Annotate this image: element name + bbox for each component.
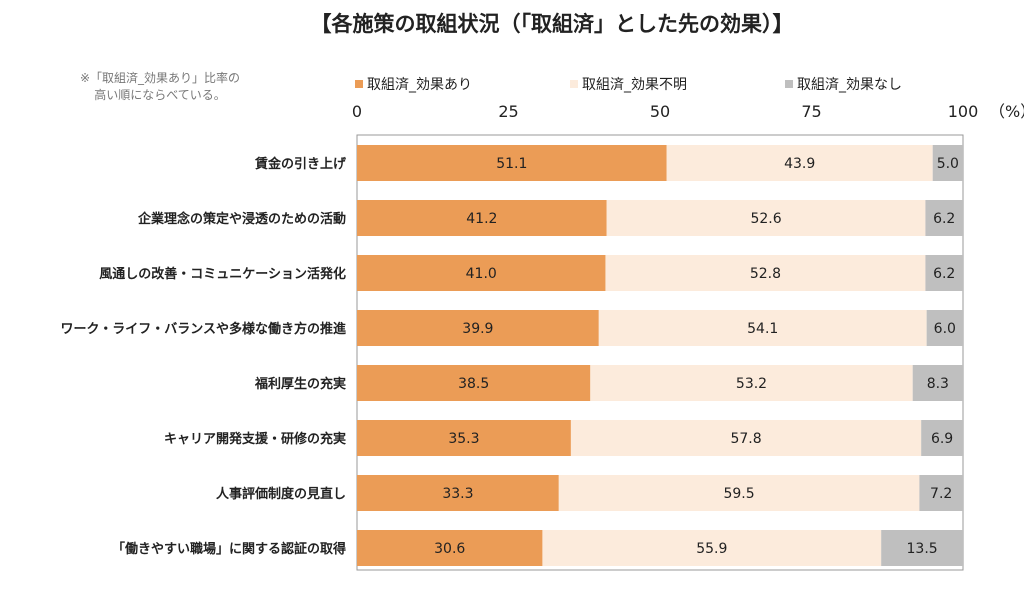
bar-segment: [606, 200, 926, 236]
bar-segment: [357, 365, 591, 401]
x-tick-label: 100: [948, 102, 979, 121]
legend-swatch: [785, 80, 793, 88]
category-label: 企業理念の策定や浸透のための活動: [137, 211, 346, 227]
data-label: 6.2: [933, 266, 955, 282]
data-label: 51.1: [496, 156, 527, 172]
chart-note: ※「取組済_効果あり」比率の 高い順にならべている。: [40, 70, 280, 104]
bar-segment: [357, 145, 667, 181]
data-label: 8.3: [927, 376, 949, 392]
data-label: 6.9: [931, 431, 953, 447]
bar-segment: [912, 365, 963, 401]
category-label: 「働きやすい職場」に関する認証の取得: [112, 541, 346, 557]
bar-segment: [542, 530, 882, 566]
legend-item: 取組済_効果不明: [570, 74, 785, 94]
data-label: 13.5: [907, 541, 938, 557]
bar-segment: [357, 475, 559, 511]
data-label: 52.6: [750, 211, 781, 227]
bar-segment: [357, 200, 607, 236]
data-label: 41.0: [466, 266, 497, 282]
bar-segment: [925, 200, 963, 236]
bar-segment: [357, 310, 599, 346]
note-line: 高い順にならべている。: [94, 88, 226, 102]
data-label: 54.1: [747, 321, 778, 337]
bar-segment: [605, 255, 926, 291]
bar-segment: [666, 145, 933, 181]
bar-segment: [357, 420, 571, 456]
data-label: 55.9: [696, 541, 727, 557]
bar-segment: [357, 255, 606, 291]
category-label: 福利厚生の充実: [254, 376, 346, 392]
bar-segment: [932, 145, 963, 181]
legend: 取組済_効果あり 取組済_効果不明 取組済_効果なし: [355, 74, 1000, 94]
category-label: キャリア開発支援・研修の充実: [164, 431, 346, 447]
legend-label: 取組済_効果あり: [367, 77, 472, 93]
data-label: 35.3: [448, 431, 479, 447]
category-label: ワーク・ライフ・バランスや多様な働き方の推進: [61, 321, 346, 337]
data-label: 57.8: [730, 431, 761, 447]
legend-label: 取組済_効果不明: [582, 77, 687, 93]
category-label: 賃金の引き上げ: [254, 156, 347, 172]
x-tick-label: 0: [352, 102, 362, 121]
data-label: 33.3: [442, 486, 473, 502]
chart-title: 【各施策の取組状況（「取組済」とした先の効果）】: [310, 12, 794, 36]
note-line: ※「取組済_効果あり」比率の: [79, 71, 241, 85]
data-label: 43.9: [784, 156, 815, 172]
category-label: 風通しの改善・コミュニケーション活発化: [99, 266, 346, 282]
data-label: 7.2: [930, 486, 952, 502]
x-tick-label: 75: [801, 102, 821, 121]
x-tick-label: 25: [498, 102, 518, 121]
data-label: 52.8: [750, 266, 781, 282]
data-label: 53.2: [736, 376, 767, 392]
category-label: 人事評価制度の見直し: [216, 486, 346, 502]
bar-segment: [926, 310, 963, 346]
data-label: 41.2: [466, 211, 497, 227]
bar-segment: [925, 255, 963, 291]
data-label: 5.0: [937, 156, 959, 172]
data-label: 30.6: [434, 541, 465, 557]
data-label: 6.0: [934, 321, 956, 337]
bar-segment: [590, 365, 913, 401]
bar-segment: [598, 310, 927, 346]
bar-segment: [558, 475, 920, 511]
bar-segment: [881, 530, 963, 566]
legend-item: 取組済_効果あり: [355, 74, 570, 94]
bar-segment: [570, 420, 922, 456]
bar-segment: [357, 530, 543, 566]
x-tick-label: 50: [650, 102, 670, 121]
data-label: 38.5: [458, 376, 489, 392]
unit-label: （%）: [989, 102, 1024, 121]
bar-segment: [921, 420, 963, 456]
plot-border: [356, 134, 964, 571]
data-label: 6.2: [933, 211, 955, 227]
data-label: 59.5: [723, 486, 754, 502]
legend-item: 取組済_効果なし: [785, 74, 1000, 94]
data-label: 39.9: [462, 321, 493, 337]
legend-swatch: [355, 80, 363, 88]
legend-swatch: [570, 80, 578, 88]
bar-segment: [919, 475, 963, 511]
legend-label: 取組済_効果なし: [797, 77, 902, 93]
